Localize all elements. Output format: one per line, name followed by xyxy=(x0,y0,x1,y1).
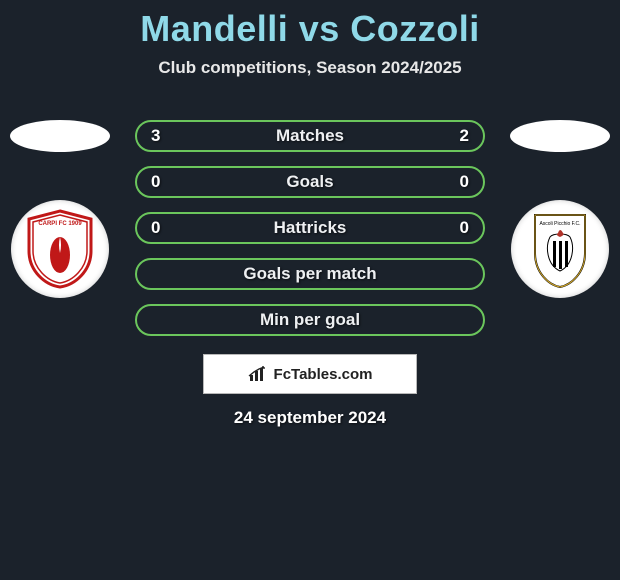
stat-label: Min per goal xyxy=(260,310,360,330)
club-badge-left: CARPI FC 1909 xyxy=(11,200,109,298)
stat-row-min-per-goal: Min per goal xyxy=(135,304,485,336)
stat-row-matches: 3 Matches 2 xyxy=(135,120,485,152)
stat-left-value: 0 xyxy=(151,172,160,192)
stat-right-value: 0 xyxy=(460,172,469,192)
svg-text:Ascoli Picchio F.C.: Ascoli Picchio F.C. xyxy=(539,221,580,227)
stat-label: Goals xyxy=(286,172,333,192)
date-text: 24 september 2024 xyxy=(0,408,620,428)
club-badge-right: Ascoli Picchio F.C. xyxy=(511,200,609,298)
stat-row-goals: 0 Goals 0 xyxy=(135,166,485,198)
ascoli-crest-icon: Ascoli Picchio F.C. xyxy=(525,209,595,289)
stat-row-goals-per-match: Goals per match xyxy=(135,258,485,290)
brand-text: FcTables.com xyxy=(274,366,373,383)
right-player-column: Ascoli Picchio F.C. xyxy=(500,120,620,298)
stat-right-value: 2 xyxy=(460,126,469,146)
left-player-column: CARPI FC 1909 xyxy=(0,120,120,298)
carpi-crest-icon: CARPI FC 1909 xyxy=(25,209,95,289)
stat-label: Goals per match xyxy=(243,264,376,284)
brand-box: FcTables.com xyxy=(203,354,417,394)
stat-left-value: 3 xyxy=(151,126,160,146)
player-silhouette-right xyxy=(510,120,610,152)
page-title: Mandelli vs Cozzoli xyxy=(0,0,620,50)
stat-row-hattricks: 0 Hattricks 0 xyxy=(135,212,485,244)
subtitle: Club competitions, Season 2024/2025 xyxy=(0,58,620,78)
stat-left-value: 0 xyxy=(151,218,160,238)
bar-chart-icon xyxy=(248,365,270,383)
stats-list: 3 Matches 2 0 Goals 0 0 Hattricks 0 Goal… xyxy=(135,120,485,336)
stat-label: Matches xyxy=(276,126,344,146)
player-silhouette-left xyxy=(10,120,110,152)
stat-label: Hattricks xyxy=(274,218,347,238)
stat-right-value: 0 xyxy=(460,218,469,238)
svg-text:CARPI FC 1909: CARPI FC 1909 xyxy=(38,221,82,227)
